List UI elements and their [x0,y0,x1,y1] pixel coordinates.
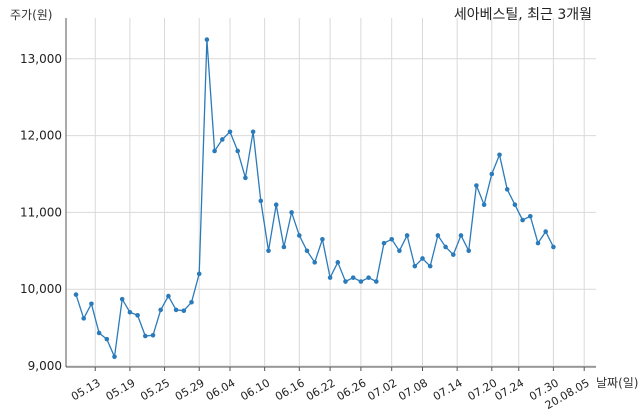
data-point [427,263,433,269]
data-point [520,217,525,223]
x-tick-label: 05.25 [138,376,172,403]
data-point [150,332,156,338]
y-tick-label: 11,000 [20,205,62,219]
data-point [381,240,387,246]
data-point [96,330,102,336]
data-point [189,299,194,305]
data-point [504,187,510,192]
x-tick-label: 06.16 [273,376,307,403]
data-point [119,296,125,302]
x-axis-unit-label: 날짜(일) [596,376,639,390]
data-point [512,202,518,208]
x-tick-label: 07.14 [431,376,465,403]
data-point [243,175,248,181]
x-tick-label: 06.22 [304,376,338,403]
data-point [404,233,410,238]
data-point [489,171,495,177]
data-point [181,308,187,314]
data-point [535,240,541,246]
data-point [481,202,487,208]
data-point [297,233,302,238]
data-point [397,248,402,254]
data-point [212,148,217,154]
x-tick-label: 07.08 [396,376,430,403]
data-point [312,260,318,265]
y-tick-label: 10,000 [20,282,62,296]
data-point [374,279,379,284]
y-axis-unit-label: 주가(원) [10,8,53,22]
data-point [335,260,341,265]
data-point [366,275,371,280]
x-tick-label: 07.02 [365,376,399,403]
data-point [458,233,464,238]
data-point [250,129,256,135]
data-point [135,313,140,318]
x-tick-label: 07.20 [466,376,500,403]
data-point [350,275,356,280]
y-tick-label: 9,000 [28,359,62,373]
data-point [420,256,425,261]
data-point [173,307,179,313]
x-tick-label: 05.29 [173,376,207,403]
y-tick-label: 12,000 [20,129,62,143]
data-point [497,152,502,158]
data-point [273,202,279,208]
x-tick-label: 06.10 [238,376,272,403]
data-point [143,333,148,339]
data-point [304,248,310,254]
data-point [389,236,395,242]
data-point [196,271,202,277]
data-point [412,263,418,269]
data-point [158,307,163,313]
x-tick-label: 06.04 [204,376,238,403]
data-point [266,248,271,254]
data-point [289,210,294,215]
data-point [235,148,240,154]
data-point [435,233,441,238]
data-point [127,309,133,315]
data-point [73,292,79,297]
y-tick-label: 13,000 [20,52,62,66]
data-point [443,244,448,250]
data-point [320,236,325,242]
data-point [258,198,264,204]
data-point [220,137,225,142]
data-point [104,336,110,342]
x-tick-label: 05.19 [104,376,138,403]
x-tick-label: 06.26 [335,376,369,403]
data-point [281,244,287,250]
data-point [451,252,456,257]
data-point [551,244,556,250]
data-point [89,301,94,307]
data-point [466,248,472,254]
data-point [474,183,479,188]
data-point [543,229,548,234]
data-point [358,279,364,284]
price-series-line [75,39,554,360]
data-point [327,275,333,280]
data-point [204,37,210,42]
x-tick-label: 07.24 [492,376,526,403]
chart-title: 세아베스틸, 최근 3개월 [453,7,592,23]
data-point [227,129,233,135]
data-point [528,213,533,219]
data-point [112,354,117,360]
data-point [81,316,86,321]
data-point [343,279,348,284]
x-tick-label: 05.13 [69,376,103,403]
data-point [166,293,171,299]
